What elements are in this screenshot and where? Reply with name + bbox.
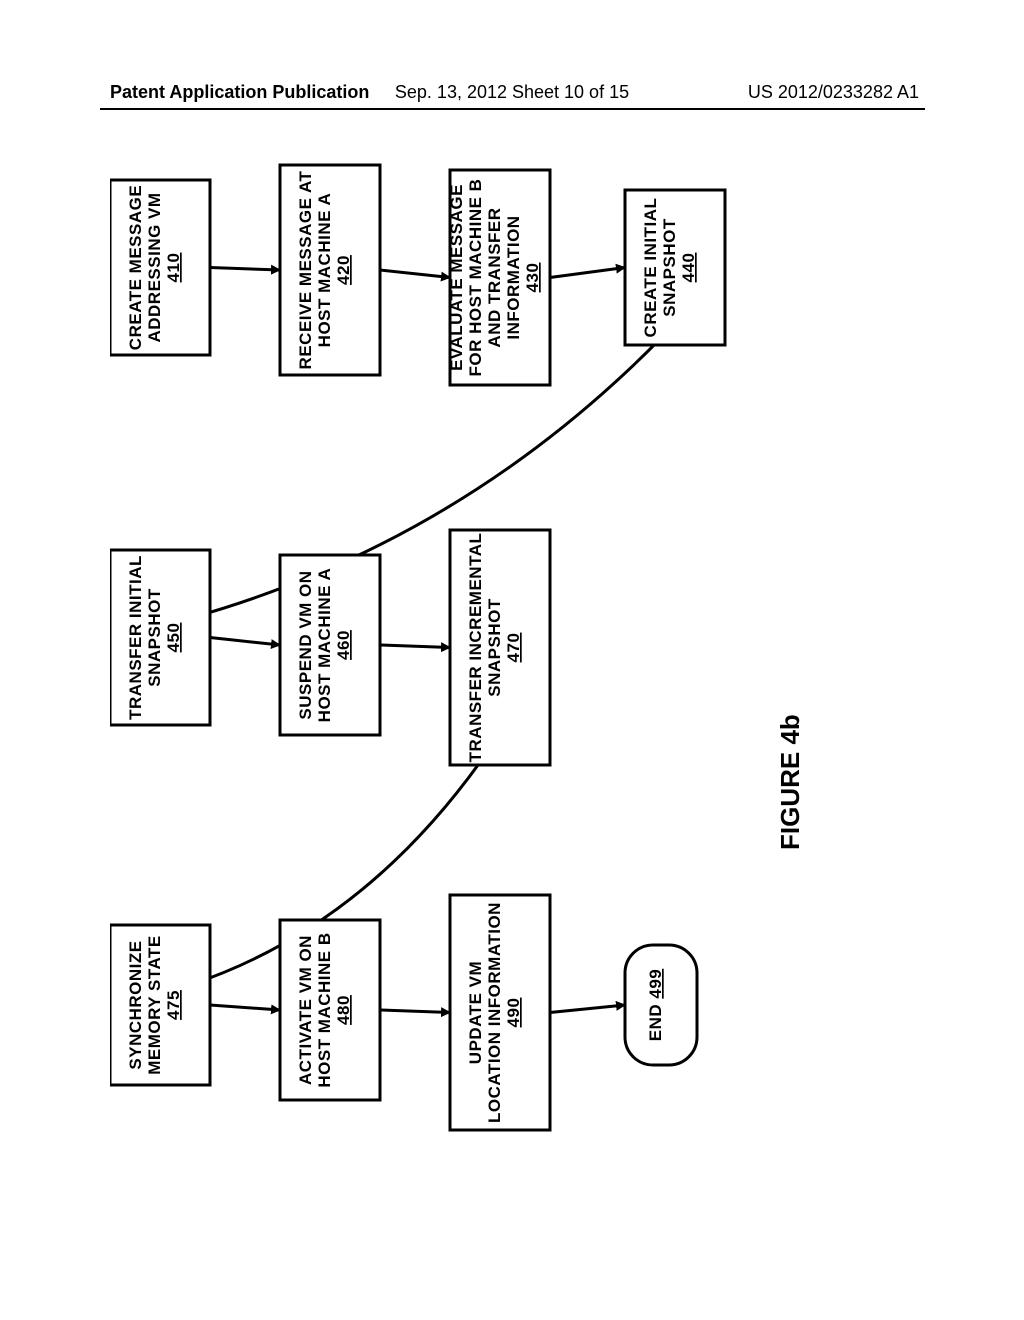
node-n475: SYNCHRONIZEMEMORY STATE475 xyxy=(110,925,210,1085)
svg-text:END 499: END 499 xyxy=(646,969,665,1042)
node-n480: ACTIVATE VM ONHOST MACHINE B480 xyxy=(280,920,380,1100)
header-rule xyxy=(100,108,925,110)
node-n470: TRANSFER INCREMENTALSNAPSHOT470 xyxy=(450,530,550,765)
header-center: Sep. 13, 2012 Sheet 10 of 15 xyxy=(395,82,629,103)
node-n440: CREATE INITIALSNAPSHOT440 xyxy=(625,190,725,345)
header-left: Patent Application Publication xyxy=(110,82,369,103)
node-n499: END 499 xyxy=(625,945,697,1065)
node-n430: EVALUATE MESSAGEFOR HOST MACHINE BAND TR… xyxy=(447,170,550,385)
node-n460: SUSPEND VM ONHOST MACHINE A460 xyxy=(280,555,380,735)
flowchart: CREATE MESSAGEADDRESSING VM410 RECEIVE ME… xyxy=(110,160,750,1200)
node-n420: RECEIVE MESSAGE ATHOST MACHINE A420 xyxy=(280,165,380,375)
node-n490: UPDATE VMLOCATION INFORMATION490 xyxy=(450,895,550,1130)
header-right: US 2012/0233282 A1 xyxy=(748,82,919,103)
node-n410: CREATE MESSAGEADDRESSING VM410 xyxy=(110,180,210,355)
figure-label: FIGURE 4b xyxy=(775,714,806,850)
node-n450: TRANSFER INITIALSNAPSHOT450 xyxy=(110,550,210,725)
